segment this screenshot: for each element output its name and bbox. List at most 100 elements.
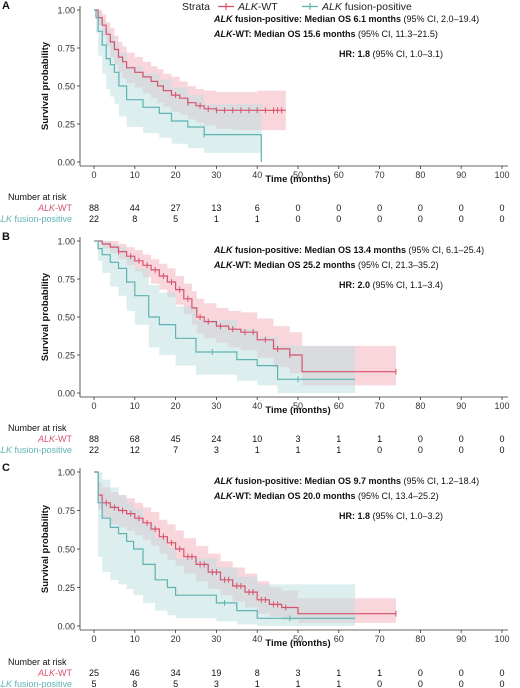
y-tick-label: 0.75: [57, 43, 75, 53]
x-tick-label: 90: [456, 170, 466, 180]
x-tick-label: 30: [211, 634, 221, 644]
risk-count: 0: [336, 214, 341, 224]
survival-curve-wt: [94, 240, 396, 373]
x-axis-label: Time (months): [265, 174, 330, 185]
risk-count: 1: [255, 445, 260, 455]
x-tick-label: 50: [293, 170, 303, 180]
x-tick-label: 100: [494, 401, 509, 411]
risk-count: 0: [459, 679, 464, 688]
x-tick-label: 80: [415, 401, 425, 411]
y-tick-label: 0.75: [57, 274, 75, 284]
y-tick-label: 0.25: [57, 119, 75, 129]
ci-band-wt: [94, 10, 286, 131]
x-tick-label: 60: [334, 401, 344, 411]
risk-count: 25: [89, 668, 99, 678]
risk-count: 0: [499, 668, 504, 678]
risk-table-title: Number at risk: [8, 192, 67, 202]
risk-count: 1: [377, 434, 382, 444]
legend-label: ALK-WT: [237, 1, 278, 13]
x-tick-label: 80: [415, 634, 425, 644]
risk-count: 3: [214, 679, 219, 688]
x-tick-label: 60: [334, 634, 344, 644]
risk-count: 0: [377, 214, 382, 224]
y-tick-label: 0.50: [57, 544, 75, 554]
x-tick-label: 70: [375, 634, 385, 644]
survival-curve-wt: [94, 9, 286, 111]
risk-count: 10: [252, 434, 262, 444]
risk-count: 1: [255, 214, 260, 224]
hazard-ratio-annotation: HR: 1.8 (95% CI, 1.0–3.1): [339, 49, 443, 59]
median-os-annotation: ALK-WT: Median OS 15.6 months (95% CI, 1…: [213, 29, 438, 39]
x-tick-label: 30: [211, 170, 221, 180]
risk-count: 5: [91, 679, 96, 688]
ci-band-fp: [94, 10, 262, 162]
risk-count: 0: [377, 679, 382, 688]
risk-count: 88: [89, 434, 99, 444]
x-tick-label: 0: [91, 170, 96, 180]
risk-row-label-wt: ALK-WT: [37, 668, 73, 678]
median-os-annotation: ALK-WT: Median OS 20.0 months (95% CI, 1…: [213, 491, 439, 501]
y-tick-label: 0.00: [57, 388, 75, 398]
y-tick-label: 0.50: [57, 312, 75, 322]
ci-band-fp: [94, 472, 356, 626]
x-tick-label: 30: [211, 401, 221, 411]
x-tick-label: 50: [293, 634, 303, 644]
risk-count: 0: [418, 203, 423, 213]
y-tick-label: 0.50: [57, 81, 75, 91]
x-axis-label: Time (months): [265, 638, 330, 649]
x-tick-label: 10: [130, 634, 140, 644]
y-tick-label: 0.00: [57, 157, 75, 167]
y-tick-label: 1.00: [57, 467, 75, 477]
risk-count: 8: [132, 679, 137, 688]
risk-count: 1: [336, 445, 341, 455]
y-tick-label: 1.00: [57, 236, 75, 246]
risk-count: 0: [295, 214, 300, 224]
risk-count: 0: [418, 679, 423, 688]
x-axis-label: Time (months): [265, 405, 330, 416]
risk-count: 34: [171, 668, 181, 678]
risk-count: 0: [377, 203, 382, 213]
risk-count: 0: [459, 203, 464, 213]
y-axis-label: Survival probability: [40, 504, 51, 593]
legend-item: ALK-WT: [218, 1, 278, 13]
risk-count: 6: [255, 203, 260, 213]
legend: Strata ALK-WT ALK fusion-positive: [182, 1, 412, 13]
risk-count: 1: [255, 679, 260, 688]
risk-count: 1: [377, 668, 382, 678]
risk-count: 0: [459, 434, 464, 444]
x-tick-label: 40: [252, 401, 262, 411]
risk-count: 1: [295, 445, 300, 455]
risk-count: 0: [499, 214, 504, 224]
risk-count: 22: [89, 445, 99, 455]
y-axis-label: Survival probability: [40, 41, 51, 130]
risk-count: 19: [211, 668, 221, 678]
risk-count: 0: [499, 434, 504, 444]
legend-title: Strata: [182, 1, 210, 13]
risk-count: 0: [459, 445, 464, 455]
risk-count: 46: [130, 668, 140, 678]
risk-count: 45: [171, 434, 181, 444]
x-tick-label: 80: [415, 170, 425, 180]
risk-count: 27: [171, 203, 181, 213]
y-tick-label: 0.00: [57, 621, 75, 631]
x-tick-label: 40: [252, 170, 262, 180]
risk-count: 7: [173, 445, 178, 455]
risk-count: 0: [295, 203, 300, 213]
x-tick-label: 20: [171, 401, 181, 411]
risk-count: 0: [459, 214, 464, 224]
risk-count: 1: [336, 668, 341, 678]
risk-count: 0: [418, 668, 423, 678]
risk-row-label-fp: ALK fusion-positive: [0, 214, 72, 224]
risk-row-label-fp: ALK fusion-positive: [0, 445, 72, 455]
risk-count: 0: [499, 679, 504, 688]
risk-count: 12: [130, 445, 140, 455]
y-tick-label: 0.25: [57, 583, 75, 593]
x-tick-label: 60: [334, 170, 344, 180]
x-tick-label: 40: [252, 634, 262, 644]
hazard-ratio-annotation: HR: 1.8 (95% CI, 1.0–3.2): [339, 511, 443, 521]
panel-c: C0.000.250.500.751.000 10 20 30 40 50 60 70 80 90…: [0, 462, 510, 688]
panel-b: B0.000.250.500.751.000 10 20 30 40 50 60 70 80 90…: [0, 231, 510, 455]
risk-row-label-wt: ALK-WT: [37, 203, 73, 213]
risk-count: 0: [499, 203, 504, 213]
